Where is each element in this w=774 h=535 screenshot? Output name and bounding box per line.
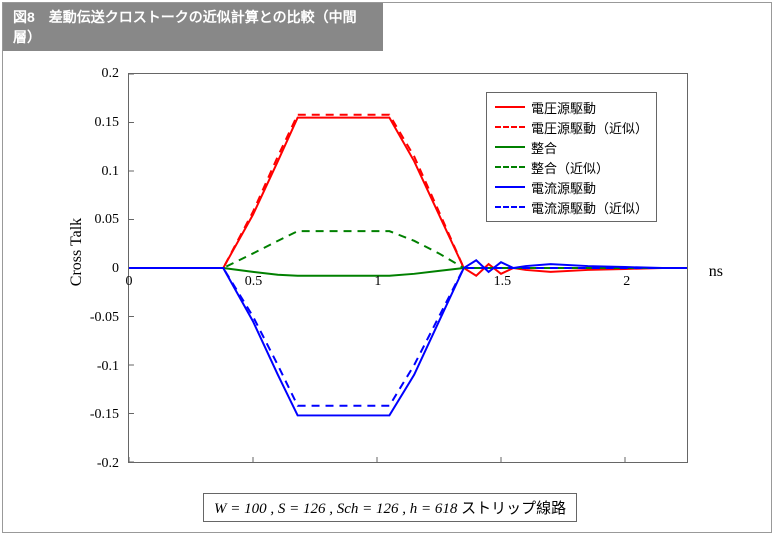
legend-row: 整合 (495, 137, 648, 157)
legend-row: 電圧源駆動 (495, 97, 648, 117)
caption-box: W = 100 , S = 126 , Sch = 126 , h = 618 … (203, 493, 577, 522)
legend-label: 電流源駆動（近似） (531, 198, 648, 217)
y-tick-label: 0.15 (95, 115, 120, 131)
y-tick-label: 0.2 (102, 66, 120, 82)
x-tick-label: 2 (623, 274, 630, 290)
figure-title: 図8 差動伝送クロストークの近似計算との比較（中間層） (3, 3, 383, 51)
y-tick-label: -0.2 (97, 456, 119, 472)
y-tick-label: -0.05 (90, 310, 119, 326)
legend-row: 電圧源駆動（近似） (495, 117, 648, 137)
chart-area: Cross Talk ns -0.2-0.15-0.1-0.0500.050.1… (103, 63, 693, 473)
legend-swatch (495, 186, 525, 188)
y-tick-label: 0.05 (95, 212, 120, 228)
x-tick-label: 1 (374, 274, 381, 290)
legend-swatch (495, 206, 525, 208)
y-axis-label: Cross Talk (68, 218, 86, 286)
x-tick-label: 1.5 (494, 274, 512, 290)
x-tick-label: 0.5 (245, 274, 263, 290)
y-tick-label: -0.15 (90, 407, 119, 423)
y-tick-label: -0.1 (97, 359, 119, 375)
legend-label: 整合 (531, 138, 557, 157)
legend-label: 電流源駆動 (531, 178, 596, 197)
caption-params: W = 100 , S = 126 , Sch = 126 , h = 618 (214, 501, 457, 517)
plot-region: -0.2-0.15-0.1-0.0500.050.10.150.200.511.… (128, 73, 688, 463)
y-tick-label: 0.1 (102, 164, 120, 180)
legend-row: 電流源駆動（近似） (495, 197, 648, 217)
legend-row: 電流源駆動 (495, 177, 648, 197)
legend-swatch (495, 146, 525, 148)
x-axis-unit: ns (709, 263, 723, 281)
y-tick-label: 0 (112, 261, 119, 277)
legend-label: 電圧源駆動 (531, 98, 596, 117)
figure-container: 図8 差動伝送クロストークの近似計算との比較（中間層） Cross Talk n… (2, 2, 772, 533)
legend: 電圧源駆動電圧源駆動（近似）整合整合（近似）電流源駆動電流源駆動（近似） (486, 92, 657, 222)
legend-row: 整合（近似） (495, 157, 648, 177)
x-tick-label: 0 (126, 274, 133, 290)
legend-swatch (495, 106, 525, 108)
legend-swatch (495, 166, 525, 168)
legend-swatch (495, 126, 525, 128)
caption-suffix: ストリップ線路 (457, 501, 566, 517)
legend-label: 整合（近似） (531, 158, 609, 177)
legend-label: 電圧源駆動（近似） (531, 118, 648, 137)
